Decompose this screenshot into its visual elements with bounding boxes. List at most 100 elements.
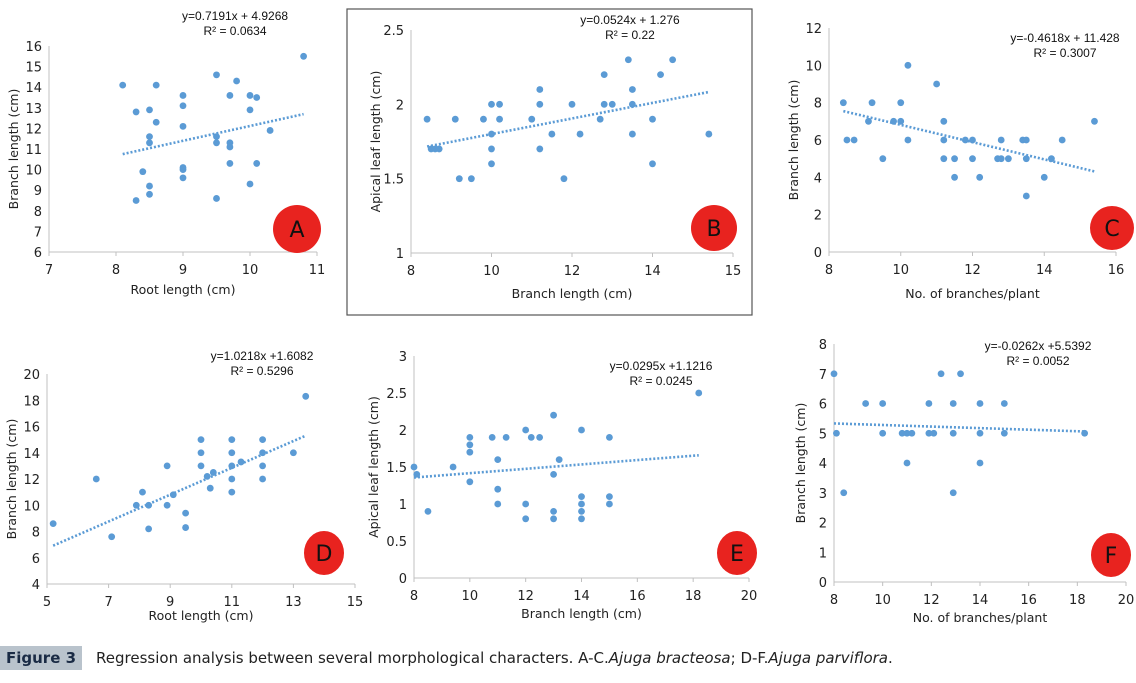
data-point <box>435 145 443 153</box>
y-tick-label: 1.5 <box>383 173 404 188</box>
data-point <box>206 484 214 492</box>
data-point <box>628 130 636 138</box>
data-point <box>898 429 906 437</box>
panel-badge-label: C <box>1104 217 1119 242</box>
x-tick-label: 18 <box>1069 593 1086 608</box>
data-point <box>413 471 421 478</box>
y-tick-label: 10 <box>23 499 40 514</box>
data-point <box>488 100 495 108</box>
data-point <box>536 86 544 93</box>
r-squared-label: R² = 0.0052 <box>1006 354 1069 368</box>
regression-equation: y=0.0295x +1.1216 <box>610 359 713 373</box>
data-point <box>705 130 713 138</box>
trendline <box>122 112 304 156</box>
data-point <box>522 426 530 434</box>
y-axis-label: Apical leaf length (cm) <box>368 71 383 213</box>
data-point <box>1022 155 1030 163</box>
regression-equation: y=1.0218x +1.6082 <box>211 349 314 363</box>
data-point <box>197 449 205 457</box>
panel-b: 8 10 12 14 15 1 1.5 2 2.5 Branch length (cm) Apica… <box>346 8 753 316</box>
data-point <box>833 429 840 437</box>
data-point <box>649 115 656 123</box>
data-point <box>1004 155 1012 163</box>
y-tick-label: 2.5 <box>383 24 404 39</box>
data-point <box>92 475 100 483</box>
data-point <box>494 456 502 463</box>
x-tick-label: 15 <box>725 264 742 279</box>
x-tick-label: 5 <box>43 595 51 610</box>
figure-tag: Figure 3 <box>0 645 83 670</box>
data-point <box>843 136 851 144</box>
y-tick-label: 16 <box>23 421 40 436</box>
data-point <box>1040 173 1048 181</box>
data-point <box>410 463 418 471</box>
x-tick-label: 13 <box>285 595 302 610</box>
trendline <box>843 109 1095 173</box>
x-tick-label: 8 <box>830 593 838 608</box>
data-point <box>163 501 171 509</box>
data-point <box>146 133 153 141</box>
x-tick-label: 10 <box>483 264 500 279</box>
data-point <box>657 71 664 78</box>
data-point <box>976 459 984 467</box>
y-tick-label: 13 <box>25 102 42 117</box>
y-tick-label: 3 <box>819 487 827 502</box>
data-point <box>300 52 307 60</box>
x-tick-label: 10 <box>462 589 479 604</box>
data-point <box>213 71 220 79</box>
data-point <box>253 94 261 101</box>
y-tick-label: 4 <box>814 171 822 186</box>
data-point <box>649 160 656 168</box>
y-tick-label: 4 <box>819 457 827 472</box>
x-tick-label: 10 <box>892 263 909 278</box>
data-point <box>550 515 557 523</box>
data-point <box>925 429 933 437</box>
data-point <box>578 426 585 434</box>
y-tick-label: 1.5 <box>386 461 407 476</box>
data-point <box>197 436 205 444</box>
x-tick-label: 11 <box>224 595 241 610</box>
data-point <box>146 190 153 198</box>
panel-badge <box>1090 206 1134 250</box>
x-tick-label: 7 <box>45 263 53 278</box>
data-point <box>226 143 234 151</box>
data-point <box>480 115 487 123</box>
data-point <box>550 508 557 515</box>
data-point <box>466 448 474 456</box>
data-point <box>502 434 510 441</box>
x-tick-label: 20 <box>1118 593 1135 608</box>
r-squared-label: R² = 0.22 <box>605 28 655 42</box>
r-squared-label: R² = 0.5296 <box>230 364 293 378</box>
panel-c: 8 10 12 14 16 0 2 4 6 8 10 12 No. of branches/plant B… <box>786 22 1134 301</box>
data-point <box>152 118 160 126</box>
x-tick-label: 15 <box>347 595 364 610</box>
data-point <box>550 471 557 478</box>
x-tick-label: 8 <box>407 264 415 279</box>
data-point <box>596 115 604 123</box>
caption-text-after: . <box>887 648 893 667</box>
data-point <box>496 115 503 123</box>
y-tick-label: 6 <box>32 552 40 567</box>
data-point <box>695 389 703 397</box>
data-point <box>522 515 530 523</box>
data-point <box>576 130 584 138</box>
data-point <box>246 92 254 99</box>
figure-3-panels: 7 8 9 10 11 6 7 8 9 10 11 12 13 14 15 16 Root length (cm… <box>4 8 1134 625</box>
data-point <box>536 100 544 108</box>
data-point <box>969 136 976 144</box>
x-tick-label: 18 <box>685 589 702 604</box>
data-point <box>197 462 205 470</box>
data-point <box>203 472 211 480</box>
panel-badge-label: F <box>1105 544 1118 569</box>
r-squared-label: R² = 0.3007 <box>1033 46 1096 60</box>
data-point <box>865 117 872 125</box>
data-point <box>555 456 563 463</box>
x-tick-label: 8 <box>112 263 120 278</box>
regression-equation: y=0.0524x + 1.276 <box>580 13 680 27</box>
r-squared-label: R² = 0.0634 <box>203 24 266 38</box>
data-point <box>568 100 576 108</box>
data-point <box>578 515 585 523</box>
data-point <box>209 469 217 476</box>
x-tick-label: 8 <box>410 589 418 604</box>
